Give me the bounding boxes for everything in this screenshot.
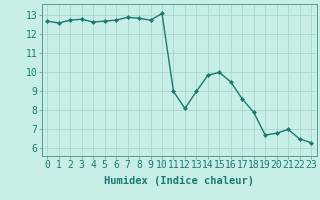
X-axis label: Humidex (Indice chaleur): Humidex (Indice chaleur) (104, 176, 254, 186)
